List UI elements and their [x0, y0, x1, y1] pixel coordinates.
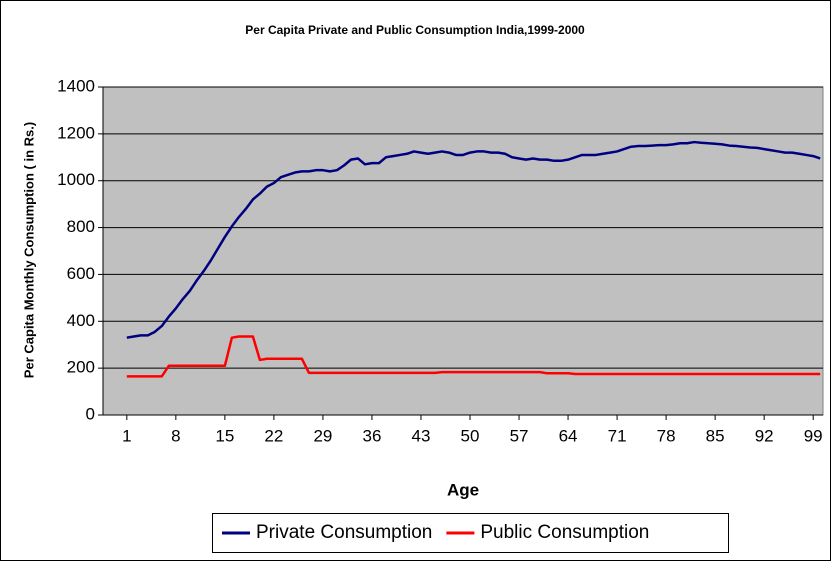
x-tick-label: 15: [215, 426, 234, 445]
x-tick-label: 36: [362, 426, 381, 445]
y-tick-label: 1400: [57, 76, 95, 95]
y-tick-label: 400: [67, 311, 95, 330]
x-tick-label: 50: [461, 426, 480, 445]
chart-title: Per Capita Private and Public Consumptio…: [245, 23, 585, 37]
x-tick-label: 64: [559, 426, 578, 445]
x-tick-label: 29: [313, 426, 332, 445]
x-tick-label: 99: [804, 426, 823, 445]
x-tick-label: 92: [755, 426, 774, 445]
x-tick-label: 78: [657, 426, 676, 445]
x-tick-label: 85: [706, 426, 725, 445]
y-tick-label: 600: [67, 264, 95, 283]
x-tick-label: 43: [412, 426, 431, 445]
legend-label: Public Consumption: [480, 522, 649, 543]
y-tick-label: 800: [67, 217, 95, 236]
legend-label: Private Consumption: [256, 522, 432, 543]
y-tick-label: 1000: [57, 170, 95, 189]
x-axis-title: Age: [447, 480, 479, 499]
y-tick-label: 0: [86, 404, 95, 423]
x-tick-label: 22: [264, 426, 283, 445]
y-tick-label: 200: [67, 358, 95, 377]
y-axis-title: Per Capita Monthly Consumption ( in Rs.): [21, 122, 36, 378]
series-line: [126, 140, 821, 339]
x-tick-label: 71: [608, 426, 627, 445]
x-tick-label: 57: [510, 426, 529, 445]
series-line: [126, 335, 821, 378]
x-tick-label: 1: [122, 426, 131, 445]
x-tick-label: 8: [171, 426, 180, 445]
y-tick-label: 1200: [57, 123, 95, 142]
